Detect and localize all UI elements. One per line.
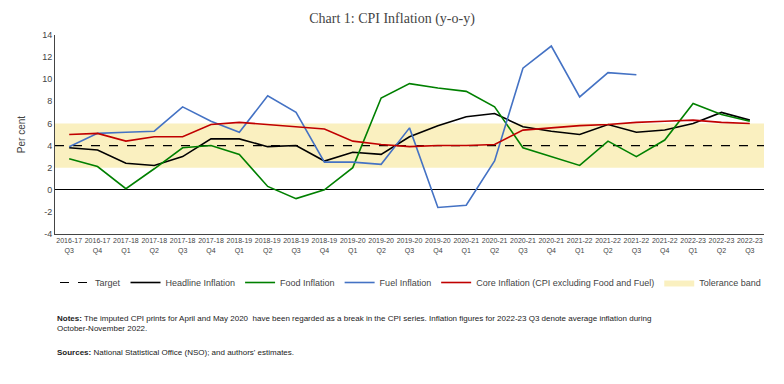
svg-text:2022-23Q2: 2022-23Q2: [709, 237, 735, 254]
svg-text:2020-21Q4: 2020-21Q4: [538, 237, 564, 254]
svg-text:0: 0: [47, 185, 52, 195]
svg-text:2021-22Q2: 2021-22Q2: [595, 237, 621, 254]
svg-text:-2: -2: [44, 207, 52, 217]
svg-text:2020-21Q2: 2020-21Q2: [482, 237, 508, 254]
svg-text:2019-20Q4: 2019-20Q4: [425, 237, 451, 254]
svg-text:Target: Target: [95, 278, 121, 288]
svg-text:2018-19Q1: 2018-19Q1: [226, 237, 252, 254]
svg-text:Core Inflation (CPI excluding: Core Inflation (CPI excluding Food and F…: [476, 278, 654, 288]
svg-text:2018-19Q4: 2018-19Q4: [312, 237, 338, 254]
svg-text:Per cent: Per cent: [16, 116, 27, 153]
svg-text:Food Inflation: Food Inflation: [280, 278, 335, 288]
svg-text:4: 4: [47, 141, 52, 151]
svg-text:2021-22Q4: 2021-22Q4: [652, 237, 678, 254]
svg-text:2: 2: [47, 163, 52, 173]
svg-text:2017-18Q2: 2017-18Q2: [141, 237, 167, 254]
svg-text:2019-20Q3: 2019-20Q3: [397, 237, 423, 254]
svg-text:10: 10: [42, 74, 52, 84]
svg-text:2021-22Q3: 2021-22Q3: [624, 237, 650, 254]
svg-text:12: 12: [42, 52, 52, 62]
svg-text:Chart 1: CPI Inflation (y-o-y): Chart 1: CPI Inflation (y-o-y): [309, 11, 475, 27]
svg-text:2018-19Q3: 2018-19Q3: [283, 237, 309, 254]
svg-text:2019-20Q2: 2019-20Q2: [368, 237, 394, 254]
svg-text:Sources: National Statistical: Sources: National Statistical Office (NS…: [57, 348, 294, 357]
svg-text:2018-19Q2: 2018-19Q2: [255, 237, 281, 254]
svg-text:2022-23Q1: 2022-23Q1: [680, 237, 706, 254]
svg-text:-4: -4: [44, 229, 52, 239]
svg-text:2022-23Q3: 2022-23Q3: [737, 237, 763, 254]
svg-text:14: 14: [42, 30, 52, 40]
svg-text:2019-20Q1: 2019-20Q1: [340, 237, 366, 254]
svg-text:2016-17Q4: 2016-17Q4: [85, 237, 111, 254]
svg-text:2020-21Q3: 2020-21Q3: [510, 237, 536, 254]
svg-text:2021-22Q1: 2021-22Q1: [567, 237, 593, 254]
svg-text:Tolerance band: Tolerance band: [699, 278, 761, 288]
svg-text:Fuel Inflation: Fuel Inflation: [380, 278, 432, 288]
svg-text:8: 8: [47, 96, 52, 106]
svg-text:Notes: The imputed CPI prints: Notes: The imputed CPI prints for April …: [57, 314, 651, 333]
svg-text:2020-21Q1: 2020-21Q1: [453, 237, 479, 254]
svg-text:Headline Inflation: Headline Inflation: [166, 278, 236, 288]
svg-text:2017-18Q3: 2017-18Q3: [170, 237, 196, 254]
svg-text:6: 6: [47, 119, 52, 129]
svg-text:2017-18Q4: 2017-18Q4: [198, 237, 224, 254]
svg-text:2017-18Q1: 2017-18Q1: [113, 237, 139, 254]
svg-text:2016-17Q3: 2016-17Q3: [56, 237, 82, 254]
